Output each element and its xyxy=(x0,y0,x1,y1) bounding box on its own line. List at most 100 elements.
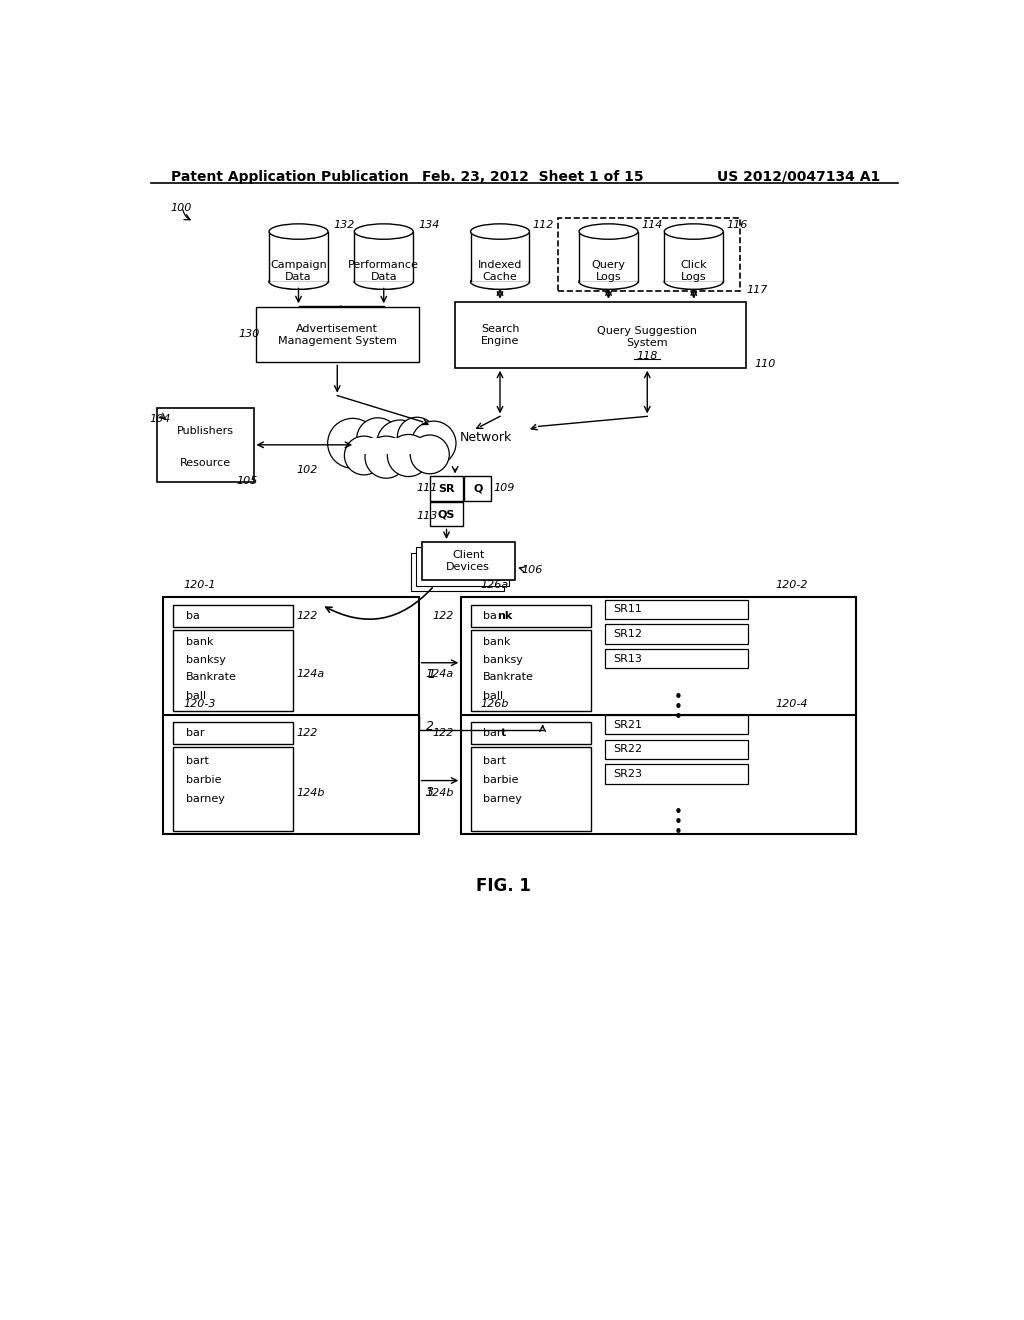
Text: 109: 109 xyxy=(494,483,515,492)
Text: barney: barney xyxy=(186,795,225,804)
Circle shape xyxy=(397,417,436,455)
Text: 114: 114 xyxy=(641,220,663,230)
Text: ba: ba xyxy=(483,611,497,620)
Text: 104: 104 xyxy=(150,414,171,424)
Bar xyxy=(158,408,254,482)
Bar xyxy=(464,477,492,502)
Ellipse shape xyxy=(665,224,723,239)
Circle shape xyxy=(344,436,383,475)
Text: Query Suggestion
System: Query Suggestion System xyxy=(597,326,697,348)
Circle shape xyxy=(411,436,450,474)
Text: •: • xyxy=(674,690,683,705)
Bar xyxy=(422,543,515,581)
Text: •: • xyxy=(674,825,683,841)
Ellipse shape xyxy=(354,275,414,289)
Bar xyxy=(173,605,293,627)
Text: 132: 132 xyxy=(334,220,354,230)
Bar xyxy=(604,715,748,734)
Text: 102: 102 xyxy=(297,465,318,475)
Text: US 2012/0047134 A1: US 2012/0047134 A1 xyxy=(717,170,881,183)
Text: 105: 105 xyxy=(237,477,258,486)
Circle shape xyxy=(356,418,399,459)
Bar xyxy=(471,605,591,627)
Ellipse shape xyxy=(471,275,529,289)
Text: SR21: SR21 xyxy=(613,719,642,730)
Text: barney: barney xyxy=(483,795,522,804)
Text: SR22: SR22 xyxy=(613,744,642,754)
Bar xyxy=(163,715,419,834)
Text: 122: 122 xyxy=(296,729,317,738)
Bar xyxy=(461,308,539,363)
Bar xyxy=(461,598,856,717)
Circle shape xyxy=(328,418,378,469)
Text: 124a: 124a xyxy=(425,669,454,678)
Text: 111: 111 xyxy=(417,483,437,492)
Text: •: • xyxy=(674,805,683,821)
Bar xyxy=(354,281,414,289)
Text: Click
Logs: Click Logs xyxy=(680,260,707,282)
Text: barbie: barbie xyxy=(186,775,221,785)
Ellipse shape xyxy=(354,224,414,239)
Text: bart: bart xyxy=(483,755,506,766)
Text: 112: 112 xyxy=(532,220,554,230)
Text: 126a: 126a xyxy=(480,581,509,590)
Bar xyxy=(579,281,638,289)
Text: nk: nk xyxy=(497,611,512,620)
Text: SR11: SR11 xyxy=(613,605,642,614)
Text: bank: bank xyxy=(483,638,510,647)
Bar xyxy=(604,599,748,619)
Text: t: t xyxy=(501,727,506,738)
Bar xyxy=(558,218,740,290)
Bar xyxy=(269,281,328,289)
Circle shape xyxy=(365,436,408,478)
Text: 120-3: 120-3 xyxy=(183,700,216,709)
Bar xyxy=(173,722,293,743)
Text: 100: 100 xyxy=(171,203,193,213)
Text: Feb. 23, 2012  Sheet 1 of 15: Feb. 23, 2012 Sheet 1 of 15 xyxy=(423,170,644,183)
Text: 106: 106 xyxy=(521,565,543,576)
Text: 120-2: 120-2 xyxy=(775,581,808,590)
Bar xyxy=(269,231,328,281)
Ellipse shape xyxy=(665,275,723,289)
Bar xyxy=(665,231,723,281)
Ellipse shape xyxy=(269,224,328,239)
Text: Search
Engine: Search Engine xyxy=(480,323,519,346)
Bar xyxy=(411,553,504,591)
Text: bank: bank xyxy=(186,638,214,647)
Text: 120-1: 120-1 xyxy=(183,581,216,590)
Bar xyxy=(173,631,293,711)
Text: SR13: SR13 xyxy=(613,653,642,664)
Circle shape xyxy=(377,420,424,466)
Text: 134: 134 xyxy=(419,220,440,230)
Text: 122: 122 xyxy=(432,611,454,622)
Bar xyxy=(256,308,419,363)
Bar xyxy=(471,631,591,711)
Text: bar: bar xyxy=(186,727,205,738)
Text: Campaign
Data: Campaign Data xyxy=(270,260,327,282)
Text: SR12: SR12 xyxy=(613,628,642,639)
Text: Resource: Resource xyxy=(180,458,231,467)
Text: 3: 3 xyxy=(426,785,434,799)
Bar xyxy=(461,715,856,834)
Text: Bankrate: Bankrate xyxy=(483,672,534,682)
Bar xyxy=(163,449,248,477)
Text: Client
Devices: Client Devices xyxy=(446,550,490,572)
Circle shape xyxy=(412,421,456,466)
Bar xyxy=(471,281,529,289)
Text: 126b: 126b xyxy=(480,700,509,709)
Text: 122: 122 xyxy=(432,729,454,738)
Text: 110: 110 xyxy=(755,359,775,368)
Bar xyxy=(173,747,293,830)
Text: ball: ball xyxy=(186,690,206,701)
Text: 118: 118 xyxy=(637,351,658,362)
Text: Q: Q xyxy=(473,483,482,494)
Text: 124a: 124a xyxy=(296,669,325,678)
Text: banksy: banksy xyxy=(186,655,226,665)
Text: 130: 130 xyxy=(238,330,259,339)
Bar xyxy=(455,302,746,368)
Ellipse shape xyxy=(579,275,638,289)
Text: SR: SR xyxy=(438,483,455,494)
Bar xyxy=(354,231,414,281)
Text: Performance
Data: Performance Data xyxy=(348,260,419,282)
Bar xyxy=(471,747,591,830)
